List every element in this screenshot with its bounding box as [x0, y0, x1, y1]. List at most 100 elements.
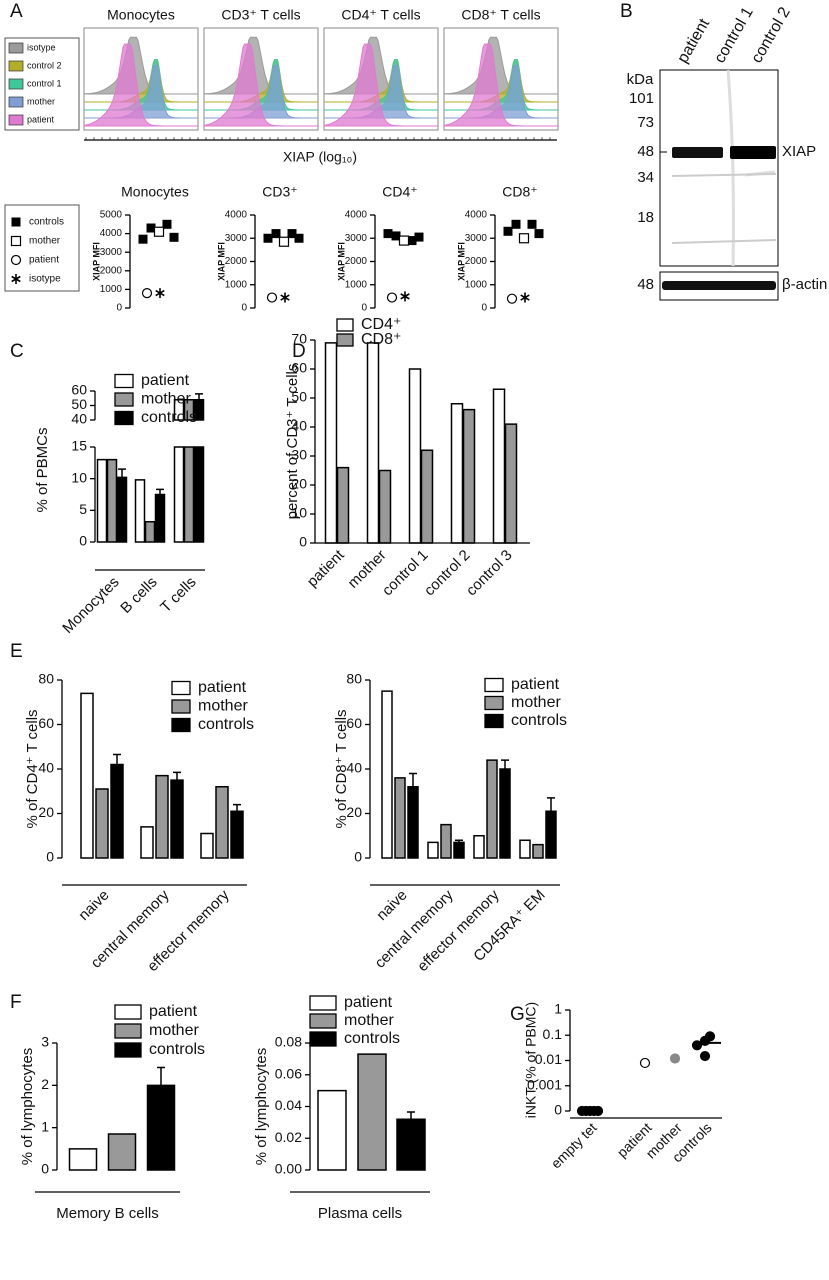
panel-letter: E: [10, 641, 23, 662]
bar: [486, 759, 498, 859]
legend-label: patient: [511, 676, 560, 693]
bar: [407, 786, 419, 859]
bar: [116, 476, 128, 543]
x-tick-label: naive: [373, 887, 410, 924]
legend-swatch: [114, 1042, 142, 1058]
histogram-curve: [324, 59, 438, 103]
legend-label: mother: [27, 96, 55, 106]
bar: [140, 826, 154, 859]
histogram-curve: [323, 36, 438, 95]
panel-letter: D: [292, 341, 306, 362]
band-label: XIAP: [782, 143, 816, 160]
y-axis-label: iNKT (% of PBMC): [523, 1002, 539, 1118]
y-tick-label: 80: [346, 671, 362, 687]
y-tick-label: 20: [38, 804, 54, 820]
dot: [280, 292, 290, 303]
y-tick-label: 0.1: [543, 1026, 563, 1042]
x-tick-label: naive: [75, 887, 112, 924]
bar: [230, 810, 244, 859]
dot: [400, 291, 410, 302]
y-axis-label: % of lymphocytes: [253, 1048, 270, 1166]
legend-label: mother: [198, 698, 248, 715]
bar: [427, 841, 439, 859]
x-tick-label: patient: [304, 546, 348, 590]
y-tick-label: 0.01: [535, 1051, 562, 1067]
bar: [408, 368, 422, 544]
bar: [106, 458, 118, 543]
bar: [110, 763, 124, 859]
legend-swatch: [8, 60, 24, 72]
bar: [144, 520, 156, 543]
legend-swatch: [484, 713, 504, 729]
dot: [669, 1053, 681, 1064]
y-tick-label: 0: [354, 849, 362, 865]
dot: [386, 292, 398, 303]
dot: [383, 229, 393, 239]
error-bar: [547, 797, 555, 812]
legend-swatch: [309, 1013, 337, 1029]
histogram-curve: [443, 36, 558, 95]
panel-letter: A: [10, 1, 23, 22]
y-axis-label: XIAP MFI: [456, 242, 466, 281]
legend-label: isotype: [27, 42, 56, 52]
error-bar: [455, 839, 463, 843]
dot: [691, 1040, 703, 1051]
y-tick-label: 30: [291, 447, 307, 463]
histogram-title: CD3⁺ T cells: [221, 7, 300, 23]
legend-swatch: [336, 333, 354, 347]
panel-letter: F: [10, 992, 22, 1013]
histogram-curve: [443, 43, 558, 127]
bar: [200, 832, 214, 859]
y-tick-label: 40: [346, 760, 362, 776]
histogram-title: CD8⁺ T cells: [461, 7, 540, 23]
legend-swatch: [484, 695, 504, 711]
y-tick-label: 10: [291, 505, 307, 521]
bar: [193, 398, 205, 543]
y-tick-label: 0: [481, 303, 487, 314]
bar: [215, 786, 229, 859]
dot: [153, 226, 165, 237]
bar: [183, 398, 195, 543]
y-tick-label: 70: [291, 331, 307, 347]
histogram-curve: [324, 59, 438, 111]
error-bar: [118, 468, 126, 478]
bar: [317, 1089, 347, 1171]
x-tick-label: empty tet: [548, 1119, 600, 1171]
marker-label: 48: [637, 143, 654, 160]
dot: [146, 223, 156, 233]
legend-marker: [10, 235, 22, 247]
bar: [154, 493, 166, 543]
histogram-curve: [444, 59, 558, 103]
legend-label: mother: [149, 1022, 199, 1039]
y-axis-label: percent of CD3⁺ T cells: [284, 364, 301, 520]
dot: [263, 233, 273, 243]
y-tick-label: 4000: [465, 210, 488, 221]
y-tick-label: 3000: [100, 247, 123, 258]
lane-label: patient: [674, 16, 713, 67]
y-tick-label: 80: [38, 671, 54, 687]
y-tick-label: 1000: [100, 284, 123, 295]
bar: [155, 774, 169, 859]
histogram-curve: [84, 59, 198, 103]
y-tick-label: 0: [299, 534, 307, 550]
legend-swatch: [8, 96, 24, 108]
legend-label: mother: [511, 694, 561, 711]
bar: [173, 398, 185, 543]
legend-label: patient: [29, 255, 59, 266]
band-label: β-actin: [782, 276, 827, 293]
dot: [398, 235, 410, 246]
y-tick-label: 4000: [225, 210, 248, 221]
bar: [440, 823, 452, 859]
y-tick-label: 0.06: [275, 1065, 302, 1081]
y-tick-label: 50: [291, 389, 307, 405]
legend-swatch: [114, 373, 134, 389]
x-tick-label: control 3: [463, 547, 516, 600]
legend-marker: [11, 217, 21, 227]
y-tick-label: 40: [71, 411, 87, 427]
x-tick-label: Monocytes: [59, 574, 122, 637]
bar: [378, 469, 392, 544]
legend-label: controls: [344, 1030, 400, 1047]
band: [730, 146, 776, 159]
y-tick-label: 20: [346, 804, 362, 820]
y-axis-label: % of lymphocytes: [19, 1048, 36, 1166]
